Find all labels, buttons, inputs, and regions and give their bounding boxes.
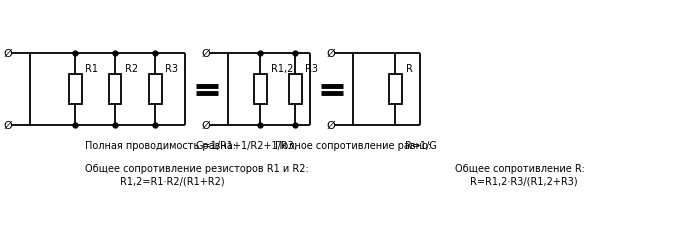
Bar bbox=[69, 75, 81, 105]
Text: R=R1,2·R3/(R1,2+R3): R=R1,2·R3/(R1,2+R3) bbox=[470, 176, 578, 186]
Text: G=1/R1+1/R2+1/R3;: G=1/R1+1/R2+1/R3; bbox=[195, 140, 297, 150]
Text: R1: R1 bbox=[85, 64, 99, 74]
Bar bbox=[108, 75, 122, 105]
Bar bbox=[253, 75, 267, 105]
Text: R: R bbox=[405, 64, 412, 74]
Text: Ø: Ø bbox=[202, 120, 211, 130]
Text: Ø: Ø bbox=[4, 49, 13, 59]
Text: Общее сопротивление резисторов R1 и R2:: Общее сопротивление резисторов R1 и R2: bbox=[85, 163, 309, 173]
Text: R3: R3 bbox=[305, 64, 318, 74]
Text: Полное сопротивление равно:: Полное сопротивление равно: bbox=[275, 140, 431, 150]
Text: Полная проводимость равна:: Полная проводимость равна: bbox=[85, 140, 236, 150]
Text: Ø: Ø bbox=[327, 120, 335, 130]
Text: Ø: Ø bbox=[4, 120, 13, 130]
Text: Общее сопротивление R:: Общее сопротивление R: bbox=[455, 163, 584, 173]
Bar bbox=[148, 75, 162, 105]
Bar bbox=[288, 75, 302, 105]
Text: R1,2=R1·R2/(R1+R2): R1,2=R1·R2/(R1+R2) bbox=[120, 176, 225, 186]
Text: R=1/G: R=1/G bbox=[405, 140, 437, 150]
Bar bbox=[389, 75, 402, 105]
Text: R2: R2 bbox=[125, 64, 139, 74]
Text: Ø: Ø bbox=[202, 49, 211, 59]
Text: R3: R3 bbox=[165, 64, 178, 74]
Text: Ø: Ø bbox=[327, 49, 335, 59]
Text: R1,2: R1,2 bbox=[270, 64, 293, 74]
